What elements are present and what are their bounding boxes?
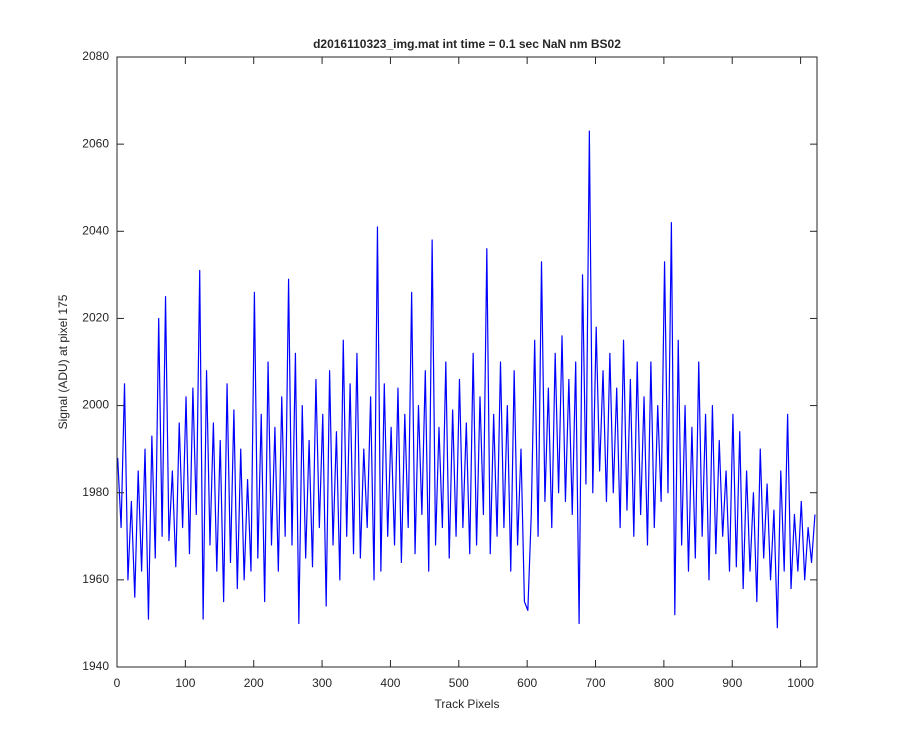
data-line: [117, 130, 816, 629]
y-tick-label: 2040: [82, 223, 109, 237]
x-tick-label: 800: [654, 676, 674, 690]
x-tick-label: 1000: [787, 676, 814, 690]
y-tick-label: 1940: [82, 659, 109, 673]
chart-title: d2016110323_img.mat int time = 0.1 sec N…: [313, 37, 621, 51]
x-tick-label: 300: [312, 676, 332, 690]
x-tick-label: 200: [244, 676, 264, 690]
x-tick-label: 900: [722, 676, 742, 690]
x-axis-label: Track Pixels: [435, 697, 500, 711]
y-tick-label: 2060: [82, 136, 109, 150]
x-tick-label: 700: [586, 676, 606, 690]
x-tick-label: 0: [114, 676, 121, 690]
y-axis-label: Signal (ADU) at pixel 175: [56, 294, 70, 429]
y-tick-label: 2000: [82, 398, 109, 412]
x-tick-label: 500: [449, 676, 469, 690]
y-tick-label: 1960: [82, 572, 109, 586]
axes-box: [116, 56, 818, 668]
x-tick-label: 400: [380, 676, 400, 690]
plot-area: [117, 57, 817, 667]
x-tick-label: 600: [517, 676, 537, 690]
y-tick-label: 1980: [82, 485, 109, 499]
y-tick-label: 2020: [82, 311, 109, 325]
y-tick-label: 2080: [82, 49, 109, 63]
x-tick-label: 100: [175, 676, 195, 690]
